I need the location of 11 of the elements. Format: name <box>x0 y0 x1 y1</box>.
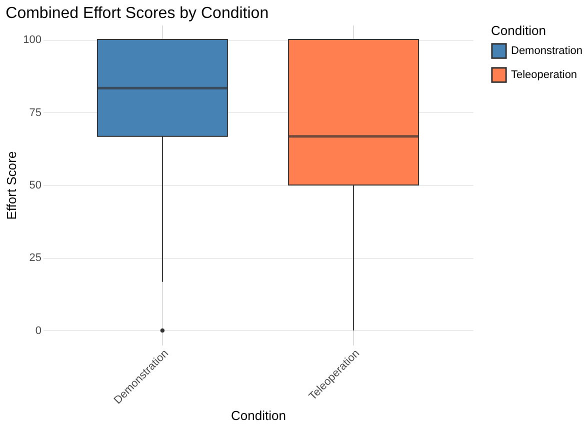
legend-label: Teleoperation <box>511 69 578 81</box>
chart-title: Combined Effort Scores by Condition <box>6 5 269 22</box>
x-axis-title: Condition <box>231 408 286 423</box>
y-tick-label: 100 <box>23 34 42 46</box>
y-axis-title: Effort Score <box>4 151 20 220</box>
y-tick-label: 50 <box>29 180 42 192</box>
y-tick-label: 0 <box>35 324 42 337</box>
y-tick-label: 75 <box>29 106 42 119</box>
y-tick-label: 25 <box>29 252 42 264</box>
legend-title: Condition <box>491 23 546 38</box>
legend-label: Demonstration <box>511 45 583 57</box>
